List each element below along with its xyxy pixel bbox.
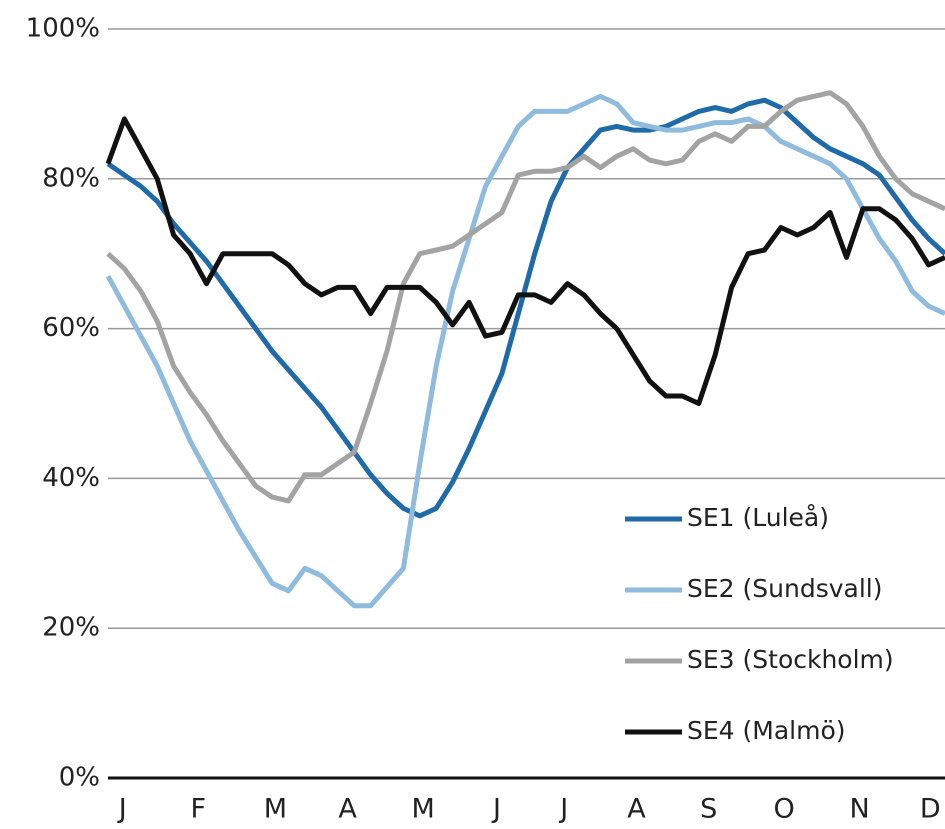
x-tick-label: M — [264, 794, 287, 825]
y-tick-label: 40% — [42, 463, 100, 493]
x-tick-label: J — [117, 794, 127, 825]
legend-label: SE2 (Sundsvall) — [687, 574, 882, 603]
x-tick-label: F — [190, 794, 206, 825]
series-line — [106, 90, 945, 504]
x-tick-label: O — [774, 794, 795, 825]
y-tick-label: 100% — [26, 14, 100, 44]
series-line — [106, 97, 945, 519]
x-tick-label: M — [411, 794, 434, 825]
x-tick-label: J — [491, 794, 501, 825]
y-tick-label: 80% — [42, 163, 100, 193]
legend-label: SE1 (Luleå) — [687, 503, 829, 532]
x-tick-label: D — [920, 794, 941, 825]
y-tick-label: 60% — [42, 313, 100, 343]
x-tick-label: J — [558, 794, 568, 825]
x-tick-label: A — [338, 794, 357, 825]
x-tick-label: N — [850, 794, 870, 825]
legend-label: SE4 (Malmö) — [687, 716, 846, 745]
y-tick-label: 20% — [42, 613, 100, 643]
x-tick-label: A — [627, 794, 646, 825]
series-line — [105, 116, 945, 406]
legend-label: SE3 (Stockholm) — [687, 645, 894, 674]
y-tick-label: 0% — [59, 763, 100, 793]
series-line — [105, 93, 945, 609]
x-tick-label: S — [700, 794, 717, 825]
